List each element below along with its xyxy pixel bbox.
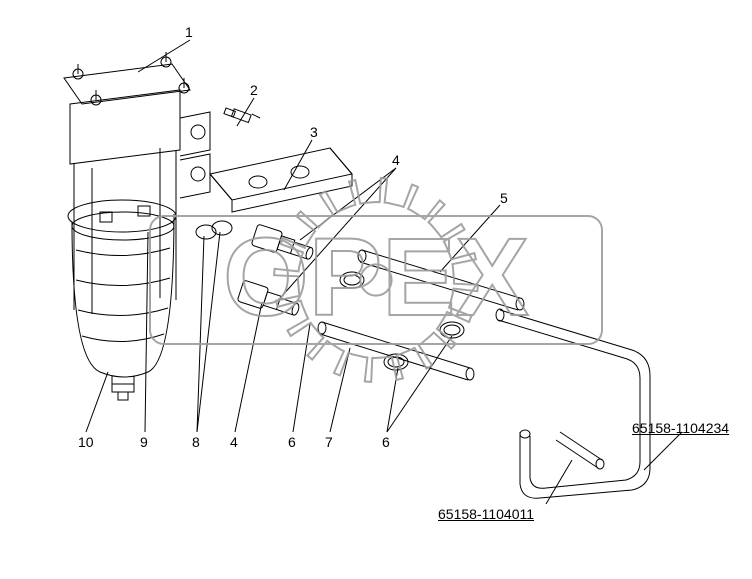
part-number-pn1[interactable]: 65158-1104011: [438, 506, 534, 522]
svg-text:OPEX: OPEX: [223, 216, 529, 339]
callout-10: 10: [78, 434, 94, 450]
callout-8: 8: [192, 434, 200, 450]
callout-2: 2: [250, 82, 258, 98]
callout-1: 1: [185, 24, 193, 40]
callout-5: 5: [500, 190, 508, 206]
parts-diagram: OPEX: [0, 0, 752, 579]
callout-4a: 4: [392, 152, 400, 168]
callout-3: 3: [310, 124, 318, 140]
callout-6a: 6: [288, 434, 296, 450]
part-number-pn2[interactable]: 65158-1104234: [632, 420, 729, 436]
callout-9: 9: [140, 434, 148, 450]
callout-4b: 4: [230, 434, 238, 450]
callout-6b: 6: [382, 434, 390, 450]
callout-7: 7: [325, 434, 333, 450]
